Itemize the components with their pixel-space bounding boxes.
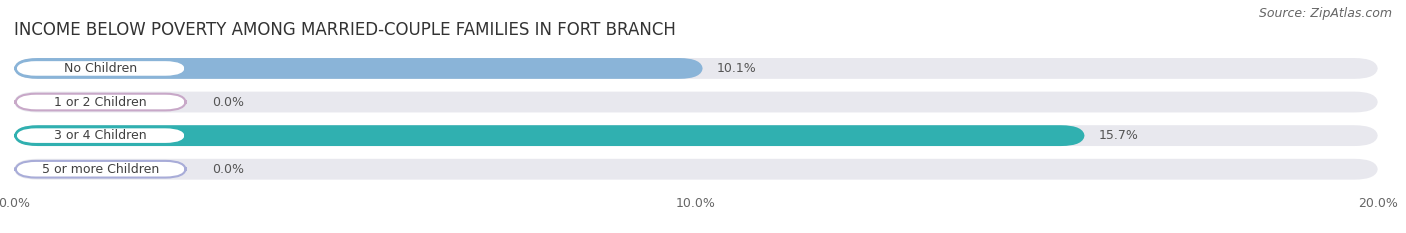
- FancyBboxPatch shape: [14, 125, 1378, 146]
- Text: 15.7%: 15.7%: [1098, 129, 1139, 142]
- FancyBboxPatch shape: [15, 94, 186, 110]
- FancyBboxPatch shape: [14, 58, 703, 79]
- Text: 1 or 2 Children: 1 or 2 Children: [55, 96, 148, 109]
- FancyBboxPatch shape: [14, 125, 1084, 146]
- Text: 0.0%: 0.0%: [212, 96, 243, 109]
- FancyBboxPatch shape: [15, 127, 186, 144]
- FancyBboxPatch shape: [14, 92, 1378, 113]
- Text: 3 or 4 Children: 3 or 4 Children: [55, 129, 148, 142]
- FancyBboxPatch shape: [14, 159, 1378, 180]
- Text: Source: ZipAtlas.com: Source: ZipAtlas.com: [1258, 7, 1392, 20]
- Text: No Children: No Children: [65, 62, 138, 75]
- Text: INCOME BELOW POVERTY AMONG MARRIED-COUPLE FAMILIES IN FORT BRANCH: INCOME BELOW POVERTY AMONG MARRIED-COUPL…: [14, 21, 676, 39]
- Text: 0.0%: 0.0%: [212, 163, 243, 176]
- FancyBboxPatch shape: [14, 58, 1378, 79]
- Text: 5 or more Children: 5 or more Children: [42, 163, 159, 176]
- Text: 10.1%: 10.1%: [717, 62, 756, 75]
- FancyBboxPatch shape: [15, 60, 186, 77]
- FancyBboxPatch shape: [15, 161, 186, 178]
